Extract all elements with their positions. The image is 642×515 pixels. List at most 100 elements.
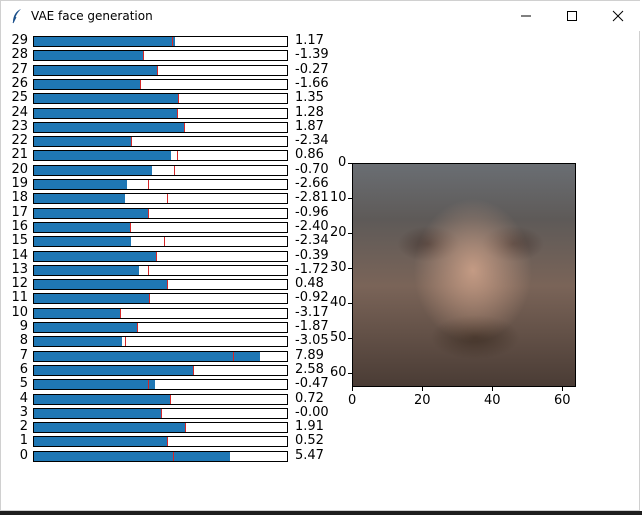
latent-bar-fill: [34, 137, 131, 147]
latent-row-19: 19 -2.66: [1, 176, 341, 191]
latent-value-label: -2.66: [295, 176, 329, 191]
latent-marker: [125, 337, 127, 347]
generated-face-image: [352, 163, 576, 387]
latent-bar-fill: [34, 194, 125, 204]
latent-slider[interactable]: [33, 193, 288, 205]
latent-slider[interactable]: [33, 350, 288, 362]
title-bar[interactable]: VAE face generation: [1, 1, 641, 31]
latent-marker: [147, 180, 149, 189]
latent-value-label: 7.89: [295, 347, 324, 363]
x-tick-label: 60: [554, 393, 571, 408]
background-strip: [0, 511, 642, 515]
latent-slider[interactable]: [33, 364, 288, 376]
latent-value-label: 2.58: [295, 361, 324, 377]
latent-slider[interactable]: [33, 179, 288, 190]
latent-bar-fill: [34, 437, 168, 447]
latent-row-27: 27 -0.27: [1, 61, 341, 77]
latent-slider[interactable]: [33, 264, 288, 276]
latent-marker: [160, 408, 162, 418]
latent-bar-fill: [34, 451, 230, 461]
feather-icon: [12, 9, 21, 24]
latent-marker: [171, 37, 173, 46]
latent-slider[interactable]: [33, 336, 288, 348]
latent-slider[interactable]: [33, 93, 288, 105]
latent-slider[interactable]: [33, 121, 288, 133]
latent-index-label: 27: [11, 61, 28, 77]
latent-row-16: 16 -2.40: [1, 219, 341, 234]
latent-slider[interactable]: [33, 78, 288, 90]
latent-index-label: 1: [19, 433, 28, 449]
latent-bar-fill: [34, 237, 131, 247]
latent-value-label: -1.66: [295, 75, 329, 91]
latent-slider[interactable]: [33, 164, 288, 176]
latent-slider[interactable]: [33, 293, 288, 305]
x-tick: [352, 387, 353, 391]
latent-slider[interactable]: [33, 322, 288, 333]
latent-index-label: 2: [19, 419, 28, 435]
latent-slider[interactable]: [33, 279, 288, 291]
window-title: VAE face generation: [31, 9, 153, 23]
latent-marker: [176, 108, 178, 118]
latent-slider[interactable]: [33, 407, 288, 419]
latent-index-label: 26: [11, 75, 28, 91]
latent-marker: [167, 437, 169, 447]
latent-marker: [173, 451, 175, 461]
y-tick-label: 60: [330, 365, 347, 380]
latent-slider[interactable]: [33, 436, 288, 448]
latent-slider[interactable]: [33, 450, 288, 462]
latent-marker: [136, 323, 138, 332]
latent-value-label: 0.48: [295, 276, 324, 292]
latent-row-17: 17 -0.96: [1, 204, 341, 220]
close-button[interactable]: [595, 1, 641, 31]
latent-slider[interactable]: [33, 107, 288, 119]
latent-slider[interactable]: [33, 307, 288, 319]
latent-bar-fill: [34, 337, 122, 347]
latent-slider[interactable]: [33, 36, 288, 47]
latent-slider[interactable]: [33, 207, 288, 219]
latent-slider[interactable]: [33, 50, 288, 62]
latent-slider[interactable]: [33, 422, 288, 434]
latent-bar-fill: [34, 351, 261, 361]
maximize-button[interactable]: [549, 1, 595, 31]
latent-row-21: 21 0.86: [1, 147, 341, 163]
minimize-button[interactable]: [503, 1, 549, 31]
latent-slider[interactable]: [33, 64, 288, 76]
latent-index-label: 25: [11, 90, 28, 106]
latent-bar-fill: [34, 323, 137, 332]
latent-slider[interactable]: [33, 221, 288, 233]
latent-row-9: 9 -1.87: [1, 319, 341, 334]
latent-bar-fill: [34, 108, 177, 118]
latent-index-label: 10: [11, 304, 28, 320]
latent-index-label: 21: [11, 147, 28, 163]
latent-row-22: 22 -2.34: [1, 133, 341, 148]
latent-bar-fill: [34, 94, 178, 104]
x-tick-label: 20: [414, 393, 431, 408]
latent-marker: [169, 394, 171, 404]
x-tick-label: 40: [484, 393, 501, 408]
latent-value-label: -2.34: [295, 233, 329, 249]
latent-row-26: 26 -1.66: [1, 75, 341, 91]
latent-slider[interactable]: [33, 250, 288, 262]
y-tick-label: 0: [338, 155, 347, 170]
latent-slider[interactable]: [33, 136, 288, 148]
latent-value-label: -0.39: [295, 247, 329, 263]
maximize-icon: [567, 11, 577, 21]
y-tick: [348, 338, 352, 339]
latent-value-label: -0.96: [295, 204, 329, 220]
latent-value-label: 0.72: [295, 390, 324, 406]
y-tick: [348, 303, 352, 304]
latent-value-label: -0.70: [295, 161, 329, 177]
latent-slider[interactable]: [33, 236, 288, 248]
latent-slider[interactable]: [33, 379, 288, 391]
latent-row-0: 0 5.47: [1, 448, 341, 463]
latent-bar-fill: [34, 51, 143, 61]
latent-slider[interactable]: [33, 150, 288, 162]
latent-row-8: 8 -3.05: [1, 333, 341, 348]
latent-row-10: 10 -3.17: [1, 304, 341, 320]
latent-slider[interactable]: [33, 393, 288, 405]
latent-marker: [139, 79, 141, 89]
latent-bar-fill: [34, 165, 152, 175]
latent-index-label: 24: [11, 104, 28, 120]
latent-index-label: 28: [11, 47, 28, 63]
